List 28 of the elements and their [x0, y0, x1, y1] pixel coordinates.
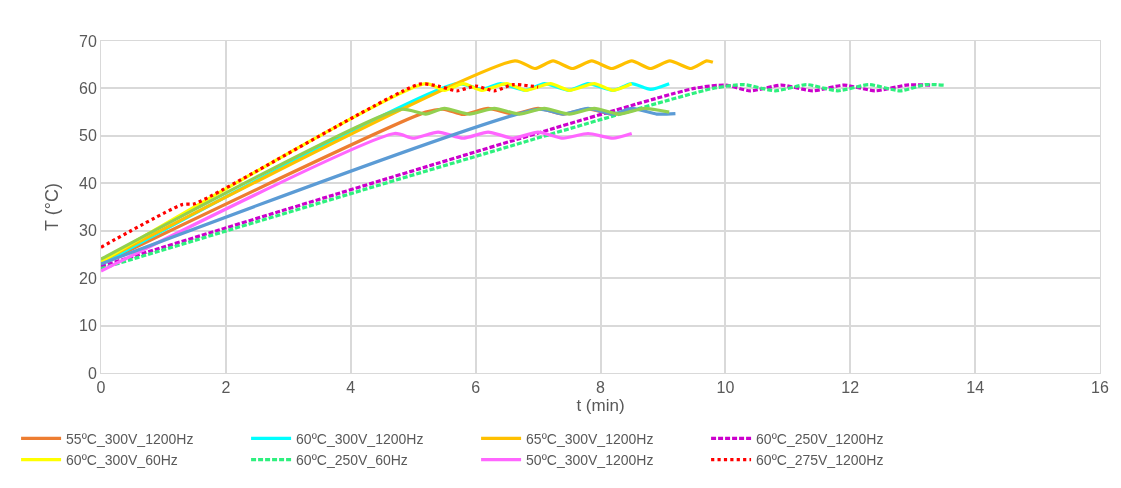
legend-label: 65ºC_300V_1200Hz [526, 430, 654, 447]
x-tick-label: 10 [716, 379, 735, 397]
y-tick-label: 20 [79, 269, 97, 287]
legend-label: 60ºC_250V_1200Hz [756, 430, 884, 447]
x-tick-label: 4 [346, 379, 356, 397]
legend-label: 60ºC_300V_1200Hz [296, 430, 424, 447]
line-series [101, 82, 540, 249]
y-tick-label: 60 [79, 80, 97, 98]
x-tick-label: 12 [841, 379, 860, 397]
y-tick-label: 50 [79, 127, 97, 145]
x-tick-label: 16 [1091, 379, 1109, 397]
legend-label: 50ºC_300V_1200Hz [526, 452, 654, 469]
legend-label: 60ºC_300V_60Hz [66, 452, 178, 469]
x-tick-label: 6 [471, 379, 481, 397]
x-axis-title: t (min) [576, 396, 625, 416]
y-axis-title: T (°C) [42, 183, 63, 231]
y-tick-label: 10 [79, 317, 97, 335]
x-tick-label: 2 [221, 379, 231, 397]
x-tick-label: 14 [966, 379, 985, 397]
legend-label: 60ºC_250V_60Hz [296, 452, 408, 469]
y-tick-label: 30 [79, 222, 97, 240]
x-tick-label: 8 [596, 379, 606, 397]
legend-label: 60ºC_275V_1200Hz [756, 452, 884, 469]
y-tick-label: 0 [87, 364, 97, 382]
legend-label: 55ºC_300V_1200Hz [66, 430, 194, 447]
y-tick-label: 40 [79, 174, 97, 192]
y-tick-label: 70 [79, 32, 97, 50]
line-series [101, 130, 634, 273]
